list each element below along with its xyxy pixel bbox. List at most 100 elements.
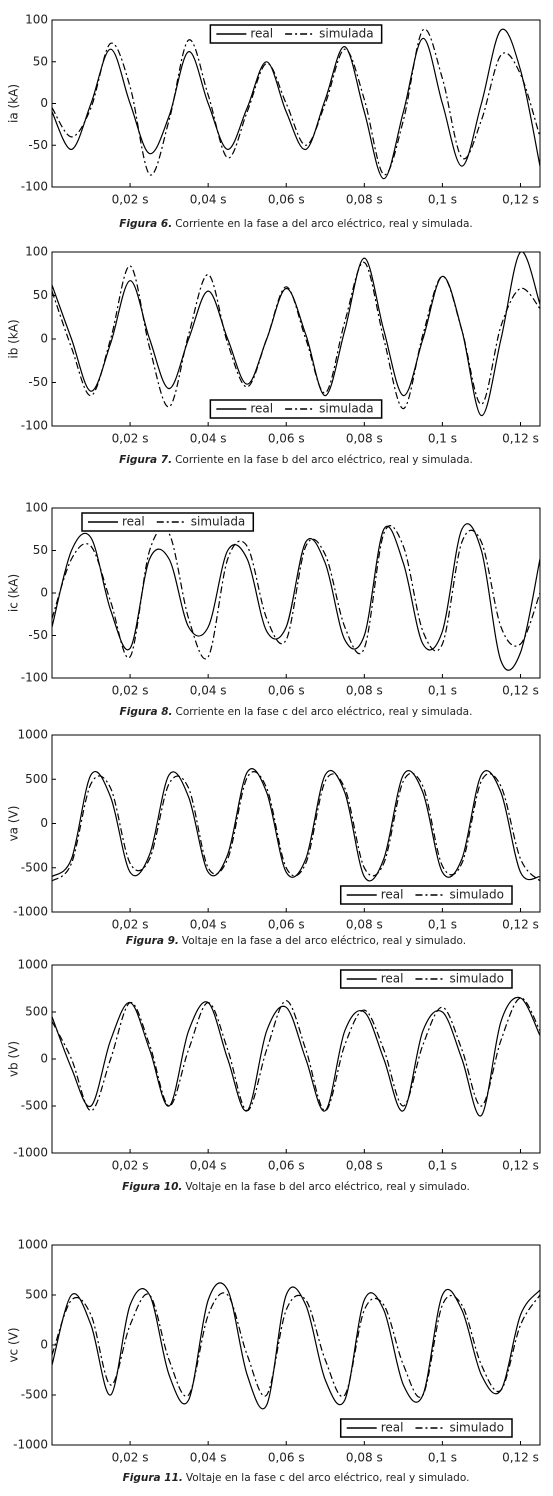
y-tick-label: 500 — [25, 1005, 48, 1019]
y-tick-label: 0 — [40, 332, 48, 346]
x-tick-label: 0,06 s — [268, 193, 305, 207]
plot-frame — [51, 1244, 541, 1446]
y-tick-label: 1000 — [17, 728, 48, 742]
y-tick-label: -50 — [28, 628, 48, 642]
x-tick-label: 0,06 s — [268, 1159, 305, 1173]
series-line — [52, 28, 540, 176]
y-tick-label: -1000 — [13, 1146, 48, 1160]
legend: real simulado — [339, 1418, 513, 1438]
x-tick-label: 0,02 s — [112, 432, 149, 446]
legend: real simulada — [81, 512, 255, 532]
y-axis-label: ic (kA) — [7, 574, 21, 612]
plot-frame — [51, 734, 541, 913]
y-axis-label: va (V) — [7, 806, 21, 842]
legend-label: real — [250, 402, 273, 416]
x-tick-label: 0,04 s — [190, 193, 227, 207]
y-tick-label: -50 — [28, 138, 48, 152]
caption: Figura 7. Corriente en la fase b del arco… — [119, 454, 473, 466]
y-tick-label: 1000 — [17, 1238, 48, 1252]
series-line — [52, 768, 540, 882]
x-tick-label: 0,02 s — [112, 1451, 149, 1465]
y-tick-label: 500 — [25, 1288, 48, 1302]
legend-label: real — [381, 888, 404, 902]
caption-text: Voltaje en la fase a del arco eléctrico,… — [182, 935, 466, 947]
y-tick-label: -100 — [21, 180, 48, 194]
series-line — [52, 28, 540, 180]
series-line — [52, 1282, 540, 1410]
legend-label: simulado — [449, 888, 504, 902]
y-tick-label: 500 — [25, 772, 48, 786]
caption-text: Corriente en la fase a del arco eléctric… — [175, 218, 473, 230]
y-tick-label: -100 — [21, 671, 48, 685]
x-tick-label: 0,12 s — [502, 1159, 539, 1173]
caption-text: Corriente en la fase b del arco eléctric… — [175, 454, 473, 466]
series-line — [52, 771, 540, 882]
plot-frame — [51, 19, 541, 188]
y-tick-label: -500 — [21, 860, 48, 874]
chart: 100 50 0 -50 -100 0,02 s 0,04 s 0,06 s 0,08 s 0,1… — [7, 13, 541, 230]
chart: 1000 500 0 -500 -1000 0,02 s 0,04 s 0,06 s 0,08 … — [7, 1238, 541, 1484]
y-tick-label: -1000 — [13, 1438, 48, 1452]
y-tick-label: 1000 — [17, 958, 48, 972]
caption-label: Figura 6. — [119, 218, 172, 230]
legend-label: simulado — [449, 1421, 504, 1435]
series-line — [52, 996, 540, 1117]
y-tick-label: 100 — [25, 245, 48, 259]
caption: Figura 6. Corriente en la fase a del arco… — [119, 218, 473, 230]
x-tick-label: 0,1 s — [428, 918, 457, 932]
chart: 1000 500 0 -500 -1000 0,02 s 0,04 s 0,06 s 0,08 … — [7, 958, 541, 1193]
x-tick-label: 0,06 s — [268, 432, 305, 446]
y-tick-label: 100 — [25, 13, 48, 27]
series-line — [52, 252, 540, 417]
x-tick-label: 0,08 s — [346, 193, 383, 207]
series-line — [52, 523, 540, 671]
legend-label: real — [122, 515, 145, 529]
y-tick-label: -500 — [21, 1099, 48, 1113]
legend-label: real — [250, 27, 273, 41]
x-tick-label: 0,08 s — [346, 1451, 383, 1465]
x-tick-label: 0,1 s — [428, 684, 457, 698]
caption: Figura 9. Voltaje en la fase a del arco e… — [126, 935, 466, 947]
x-tick-label: 0,04 s — [190, 1451, 227, 1465]
y-tick-label: 0 — [40, 96, 48, 110]
caption-text: Corriente en la fase c del arco eléctric… — [176, 706, 473, 718]
x-tick-label: 0,02 s — [112, 684, 149, 698]
chart: 1000 500 0 -500 -1000 0,02 s 0,04 s 0,06 s 0,08 … — [7, 728, 541, 947]
x-tick-label: 0,08 s — [346, 432, 383, 446]
series-line — [52, 1292, 540, 1398]
y-axis-label: vc (V) — [7, 1327, 21, 1362]
y-tick-label: 50 — [33, 54, 48, 68]
x-tick-label: 0,02 s — [112, 193, 149, 207]
x-tick-label: 0,04 s — [190, 432, 227, 446]
y-tick-label: 0 — [40, 816, 48, 830]
caption: Figura 8. Corriente en la fase c del arco… — [120, 706, 473, 718]
caption-label: Figura 7. — [119, 454, 172, 466]
chart: 100 50 0 -50 -100 0,02 s 0,04 s 0,06 s 0,08 s 0,1… — [7, 501, 541, 718]
x-tick-label: 0,12 s — [502, 432, 539, 446]
x-tick-label: 0,08 s — [346, 1159, 383, 1173]
plot-frame — [51, 507, 541, 679]
y-tick-label: 50 — [33, 543, 48, 557]
plot-frame — [51, 964, 541, 1154]
series-line — [52, 997, 540, 1112]
caption-label: Figura 8. — [120, 706, 173, 718]
caption: Figura 10. Voltaje en la fase b del arco … — [122, 1181, 470, 1193]
plot-frame — [51, 251, 541, 427]
legend-label: simulada — [319, 402, 374, 416]
caption: Figura 11. Voltaje en la fase c del arco … — [123, 1472, 470, 1484]
y-tick-label: 0 — [40, 1052, 48, 1066]
x-tick-label: 0,12 s — [502, 684, 539, 698]
x-tick-label: 0,06 s — [268, 1451, 305, 1465]
chart: 100 50 0 -50 -100 0,02 s 0,04 s 0,06 s 0,08 s 0,1… — [7, 245, 541, 466]
y-tick-label: 100 — [25, 501, 48, 515]
caption-label: Figura 10. — [122, 1181, 182, 1193]
x-tick-label: 0,08 s — [346, 918, 383, 932]
y-axis-label: vb (V) — [7, 1041, 21, 1077]
legend-label: simulado — [449, 972, 504, 986]
legend-label: real — [381, 972, 404, 986]
y-tick-label: 0 — [40, 1338, 48, 1352]
x-tick-label: 0,1 s — [428, 432, 457, 446]
y-tick-label: -500 — [21, 1388, 48, 1402]
x-tick-label: 0,12 s — [502, 193, 539, 207]
